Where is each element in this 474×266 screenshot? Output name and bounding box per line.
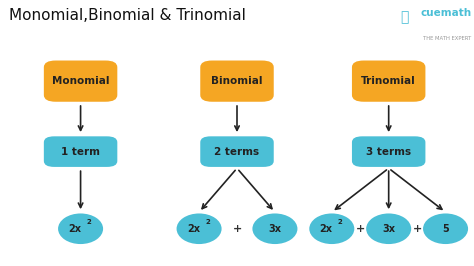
Ellipse shape	[366, 213, 411, 244]
Text: 3x: 3x	[382, 224, 395, 234]
Text: 2x: 2x	[68, 224, 82, 234]
Text: Trinomial: Trinomial	[361, 76, 416, 86]
Text: +: +	[356, 224, 365, 234]
Text: 2: 2	[87, 219, 91, 225]
Text: 🚀: 🚀	[401, 10, 409, 24]
Text: 2x: 2x	[187, 224, 200, 234]
FancyBboxPatch shape	[352, 61, 425, 102]
Text: cuemath: cuemath	[420, 8, 472, 18]
Ellipse shape	[176, 213, 221, 244]
Text: 2x: 2x	[319, 224, 333, 234]
Text: +: +	[232, 224, 242, 234]
Text: 5: 5	[442, 224, 449, 234]
Ellipse shape	[423, 213, 468, 244]
FancyBboxPatch shape	[44, 136, 117, 167]
Text: 3x: 3x	[268, 224, 282, 234]
FancyBboxPatch shape	[200, 61, 274, 102]
Ellipse shape	[309, 213, 354, 244]
Text: +: +	[412, 224, 422, 234]
FancyBboxPatch shape	[352, 136, 425, 167]
FancyBboxPatch shape	[200, 136, 274, 167]
Text: 2: 2	[205, 219, 210, 225]
Ellipse shape	[58, 213, 103, 244]
Text: Monomial: Monomial	[52, 76, 109, 86]
Text: 1 term: 1 term	[61, 147, 100, 157]
Text: Binomial: Binomial	[211, 76, 263, 86]
Ellipse shape	[252, 213, 297, 244]
Text: THE MATH EXPERT: THE MATH EXPERT	[423, 36, 472, 41]
FancyBboxPatch shape	[44, 61, 117, 102]
Text: Monomial,Binomial & Trinomial: Monomial,Binomial & Trinomial	[9, 8, 246, 23]
Text: 3 terms: 3 terms	[366, 147, 411, 157]
Text: 2: 2	[338, 219, 343, 225]
Text: 2 terms: 2 terms	[214, 147, 260, 157]
